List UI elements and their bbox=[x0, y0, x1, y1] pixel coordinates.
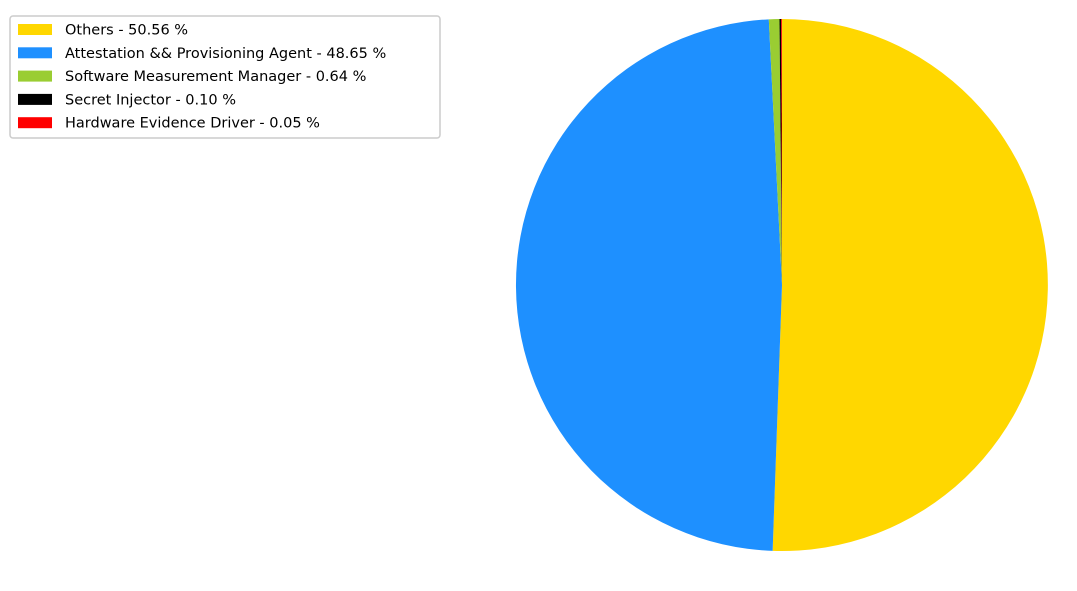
legend-swatch-0 bbox=[18, 24, 52, 35]
pie-slice-2 bbox=[768, 19, 782, 285]
legend-swatch-1 bbox=[18, 47, 52, 59]
pie-slice-4 bbox=[781, 18, 782, 286]
legend-swatch-4 bbox=[18, 117, 52, 129]
pie-slice-1 bbox=[515, 19, 782, 551]
pie-slice-3 bbox=[779, 19, 782, 285]
legend-label-1: Attestation && Provisioning Agent - 48.6… bbox=[65, 46, 386, 62]
pie-slices bbox=[515, 18, 1048, 551]
legend-swatch-3 bbox=[18, 93, 52, 105]
legend-frame bbox=[9, 15, 441, 139]
pie-slice-0 bbox=[772, 19, 1048, 551]
legend-label-4: Hardware Evidence Driver - 0.05 % bbox=[65, 116, 320, 132]
legend-label-2: Software Measurement Manager - 0.64 % bbox=[65, 69, 366, 85]
legend-items: Others - 50.56 % Attestation && Provision… bbox=[18, 23, 386, 132]
legend-label-3: Secret Injector - 0.10 % bbox=[65, 92, 236, 108]
legend: Others - 50.56 % Attestation && Provision… bbox=[9, 15, 441, 139]
legend-swatch-2 bbox=[18, 70, 52, 82]
legend-label-0: Others - 50.56 % bbox=[65, 23, 188, 39]
